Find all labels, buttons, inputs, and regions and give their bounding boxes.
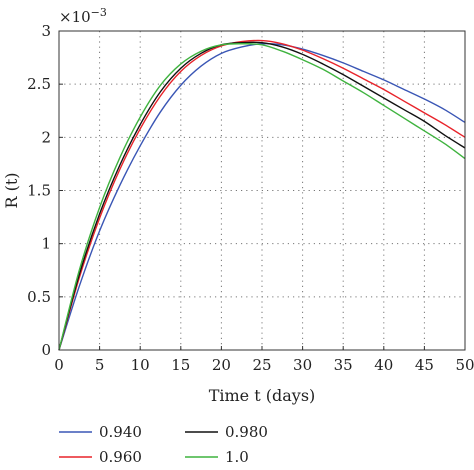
legend: 0.940 0.960 0.980 1.0 [59,423,268,466]
x-tick-label: 5 [95,356,105,374]
legend-item-0.940: 0.940 [59,423,142,441]
y-tick-label: 0.5 [27,288,51,306]
series-line-0.960 [58,39,466,351]
legend-label: 0.960 [99,448,142,466]
x-tick-label: 15 [171,356,190,374]
series-line-1.0 [58,43,466,351]
y-axis-label: R (t) [2,172,21,208]
y-axis-multiplier: ×10−3 [59,6,107,27]
x-tick-label: 0 [54,356,64,374]
x-tick-label: 50 [455,356,474,374]
legend-label: 1.0 [225,448,249,466]
legend-item-0.960: 0.960 [59,448,142,466]
legend-item-0.980: 0.980 [185,423,268,441]
y-tick-label: 1.5 [27,182,51,200]
series-line-0.980 [58,41,466,351]
series-line-0.940 [58,42,466,351]
legend-item-1.0: 1.0 [185,448,249,466]
x-axis-label: Time t (days) [209,386,316,405]
y-tick-label: 1 [41,235,51,253]
y-multiplier-base: ×10 [59,8,91,26]
legend-label: 0.940 [99,423,142,441]
legend-label: 0.980 [225,423,268,441]
x-tick-label: 40 [374,356,393,374]
grid [59,31,465,350]
y-tick-label: 0 [41,341,51,359]
x-tick-label: 35 [334,356,353,374]
x-tick-label: 10 [131,356,150,374]
x-tick-label: 30 [293,356,312,374]
x-tick-label: 20 [212,356,231,374]
x-tick-label: 25 [252,356,271,374]
y-tick-label: 3 [41,22,51,40]
y-tick-label: 2 [41,128,51,146]
y-multiplier-exponent: −3 [91,6,107,19]
series-lines [58,39,466,351]
x-tick-label: 45 [415,356,434,374]
y-tick-label: 2.5 [27,75,51,93]
axis-ticks: 0 5 10 15 20 25 30 35 40 45 50 0 0.5 1 1.5 2 2.5 3 [27,22,474,374]
